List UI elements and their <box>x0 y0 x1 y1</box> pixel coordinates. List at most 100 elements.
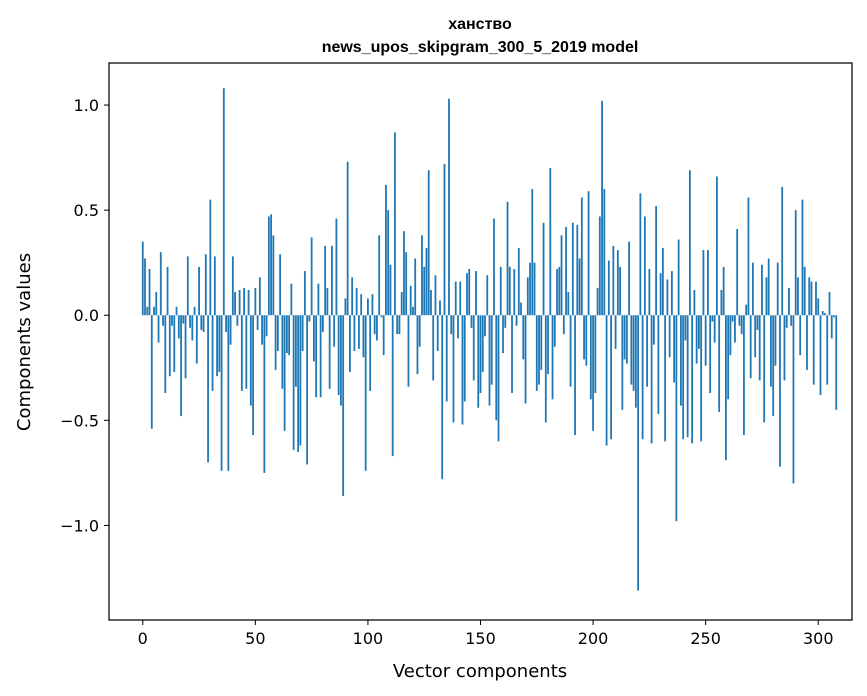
bar <box>693 290 696 316</box>
bar <box>195 315 198 364</box>
bar <box>200 315 203 330</box>
bar <box>189 315 191 328</box>
bar <box>317 283 320 316</box>
bar <box>175 306 178 316</box>
bar <box>364 315 367 471</box>
bar <box>785 315 788 328</box>
bar <box>180 315 182 417</box>
bar <box>585 315 588 366</box>
bar <box>560 235 563 316</box>
bar <box>614 315 617 349</box>
bar <box>159 252 162 316</box>
bar <box>801 199 804 316</box>
bar <box>495 315 498 421</box>
bar <box>799 315 802 356</box>
bar <box>245 315 248 389</box>
bar <box>490 315 493 385</box>
bar <box>157 315 160 343</box>
bar <box>405 252 408 316</box>
bar <box>783 315 786 381</box>
chart-title-line-1: ханство <box>448 16 512 33</box>
bar <box>308 315 311 322</box>
bar <box>150 315 153 429</box>
bar <box>301 315 304 351</box>
bar <box>281 315 284 389</box>
bar <box>234 292 236 316</box>
bar <box>360 294 363 316</box>
bar <box>657 315 660 415</box>
bar <box>601 100 603 316</box>
bar <box>173 315 176 372</box>
bar <box>355 287 358 316</box>
bar <box>290 283 293 316</box>
bar <box>835 315 838 410</box>
bar <box>682 315 685 440</box>
bar <box>153 306 155 316</box>
bar <box>652 315 655 345</box>
bar <box>621 315 624 410</box>
bar <box>547 315 549 375</box>
bar <box>445 315 448 402</box>
bar <box>679 315 682 406</box>
bar <box>191 315 194 341</box>
bar <box>664 315 667 442</box>
bar <box>321 315 324 333</box>
bar <box>168 315 171 377</box>
bar <box>670 271 673 316</box>
bar <box>299 315 302 446</box>
bar <box>457 315 459 339</box>
bar <box>630 315 633 385</box>
bar <box>713 315 716 343</box>
bar <box>326 287 329 316</box>
bar <box>632 315 635 391</box>
bar <box>247 290 250 316</box>
bar <box>716 176 718 316</box>
bar <box>391 315 394 457</box>
bar <box>252 315 254 436</box>
bar <box>743 315 745 436</box>
bar <box>312 315 315 362</box>
bar <box>745 304 748 316</box>
x-tick-label: 150 <box>465 629 496 648</box>
bar <box>646 315 649 387</box>
bar <box>222 88 225 316</box>
bar <box>639 193 642 316</box>
bar <box>434 275 437 316</box>
bar <box>279 254 282 316</box>
bar <box>213 256 216 316</box>
bar <box>583 315 585 360</box>
bar <box>578 258 581 316</box>
bar <box>571 222 574 316</box>
bar <box>655 205 658 316</box>
bar <box>409 285 412 316</box>
bar <box>267 216 270 316</box>
bar <box>349 315 351 372</box>
bar <box>666 279 669 316</box>
bar <box>779 315 781 467</box>
bar <box>211 315 214 391</box>
bar <box>272 235 275 316</box>
x-tick-label: 0 <box>138 629 148 648</box>
bar <box>641 315 644 440</box>
bar <box>580 197 583 316</box>
bar <box>371 294 374 316</box>
bar <box>450 315 453 335</box>
bar <box>373 315 376 335</box>
bar <box>448 98 450 316</box>
bar <box>256 315 259 330</box>
bar <box>263 315 266 473</box>
bar <box>324 245 327 316</box>
bar <box>493 218 495 316</box>
bar <box>826 315 829 385</box>
bar <box>688 170 691 316</box>
bar <box>754 315 757 358</box>
bar <box>538 315 540 385</box>
bar <box>704 315 707 366</box>
bar <box>335 218 338 316</box>
bar <box>551 315 554 400</box>
bar <box>749 315 752 379</box>
bar <box>481 315 484 372</box>
x-tick-label: 200 <box>578 629 609 648</box>
bar <box>625 315 628 364</box>
bar <box>193 306 196 316</box>
